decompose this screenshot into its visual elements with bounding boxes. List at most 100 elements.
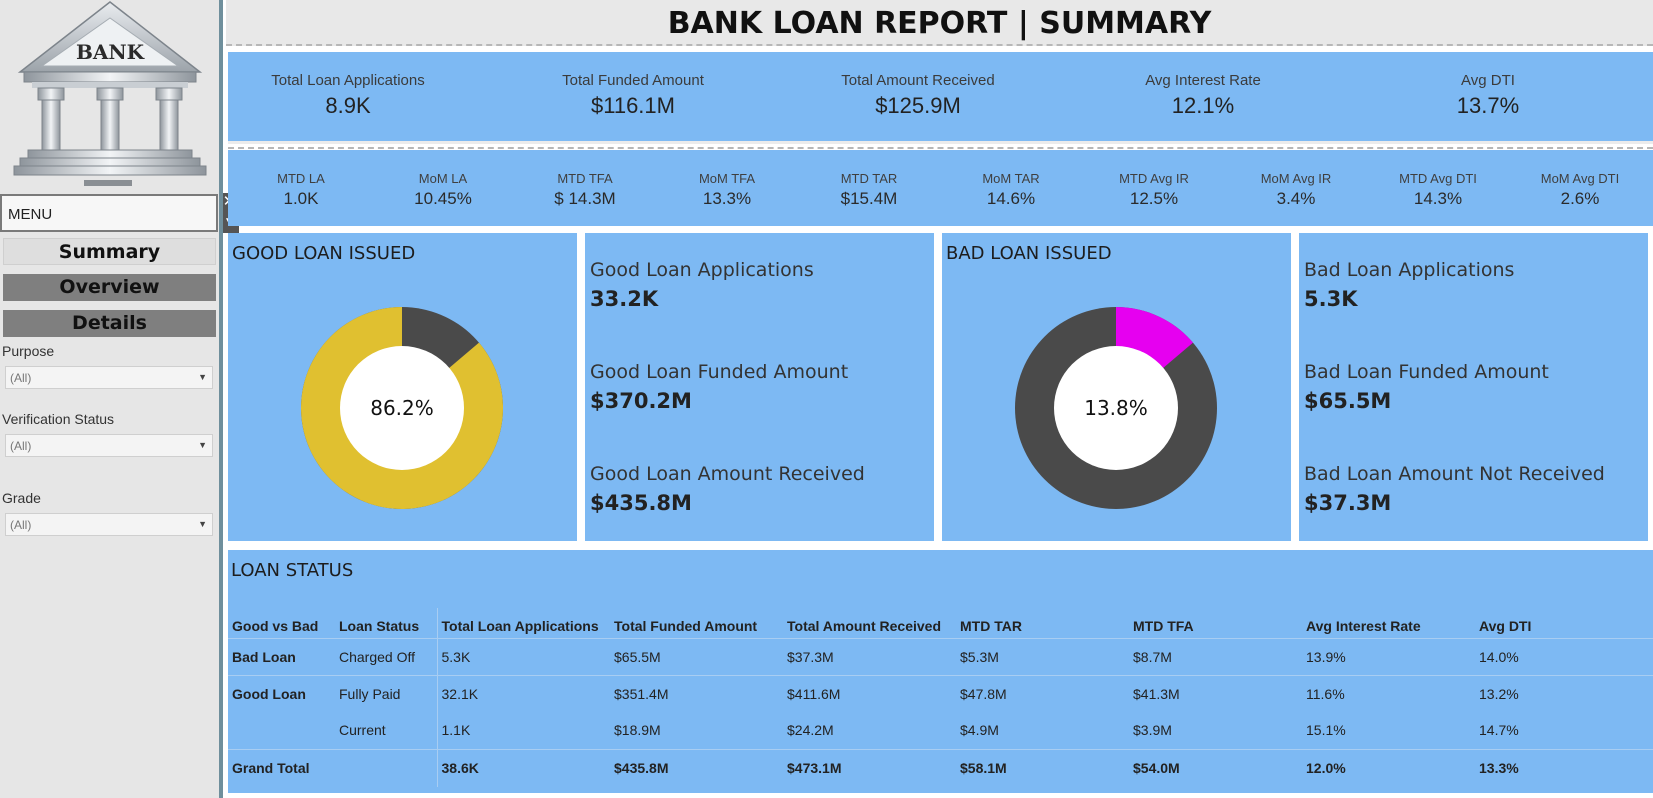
donut-percent-label: 13.8% xyxy=(1084,396,1148,420)
kpi-total-loan-applications: Total Loan Applications 8.9K xyxy=(228,72,468,119)
bank-logo-text: BANK xyxy=(75,40,145,64)
filter-verification-value: (All) xyxy=(10,439,32,453)
table-cell: 14.0% xyxy=(1475,637,1653,675)
dropdown-arrow-icon: ▼ xyxy=(198,440,207,450)
stat-label: Good Loan Amount Received xyxy=(590,463,865,485)
kpi-value: 8.9K xyxy=(325,93,371,118)
mom-avg-dti: MoM Avg DTI 2.6% xyxy=(1515,171,1645,209)
table-cell: Bad Loan xyxy=(228,637,335,675)
mtd-avg-ir: MTD Avg IR 12.5% xyxy=(1089,171,1219,209)
filter-verification-select[interactable]: (All) ▼ xyxy=(5,434,213,457)
column-header[interactable]: Total Loan Applications xyxy=(441,617,599,634)
stat-value: 5.3K xyxy=(1304,287,1358,311)
loan-status-table: Good vs Bad Loan Status Total Loan Appli… xyxy=(228,608,1653,787)
nav-summary-button[interactable]: Summary xyxy=(3,238,216,265)
mtd-label: MoM Avg IR xyxy=(1260,171,1332,186)
table-cell: $351.4M xyxy=(610,674,783,712)
table-cell: 13.3% xyxy=(1475,748,1653,787)
table-cell: $58.1M xyxy=(956,748,1129,787)
mtd-row: MTD LA 1.0K MoM LA 10.45% MTD TFA $ 14.3… xyxy=(228,150,1653,226)
stat-value: $65.5M xyxy=(1304,389,1392,413)
dropdown-arrow-icon: ▼ xyxy=(198,519,207,529)
table-cell xyxy=(228,712,335,749)
stat-value: 33.2K xyxy=(590,287,659,311)
table-row[interactable]: Current 1.1K $18.9M $24.2M $4.9M $3.9M 1… xyxy=(228,712,1653,749)
dropdown-arrow-icon: ▼ xyxy=(198,372,207,382)
mtd-la: MTD LA 1.0K xyxy=(236,171,366,209)
bad-loan-stats-panel: Bad Loan Applications 5.3K Bad Loan Fund… xyxy=(1299,233,1648,541)
mtd-label: MoM TFA xyxy=(698,171,756,186)
stat-label: Good Loan Applications xyxy=(590,259,814,281)
table-row[interactable]: Good Loan Fully Paid 32.1K $351.4M $411.… xyxy=(228,674,1653,712)
column-header[interactable]: Total Amount Received xyxy=(787,617,942,634)
table-cell: 13.2% xyxy=(1475,674,1653,712)
mtd-label: MoM LA xyxy=(418,171,468,186)
mtd-value: $15.4M xyxy=(840,189,898,208)
nav-details-button[interactable]: Details xyxy=(3,310,216,337)
table-cell: 1.1K xyxy=(441,722,471,739)
bad-loan-chart-panel: BAD LOAN ISSUED 13.8% xyxy=(942,233,1291,541)
column-header[interactable]: MTD TAR xyxy=(960,617,1022,634)
filter-purpose-select[interactable]: (All) ▼ xyxy=(5,366,213,389)
mom-avg-ir: MoM Avg IR 3.4% xyxy=(1231,171,1361,209)
table-cell: Fully Paid xyxy=(335,674,438,712)
table-cell: 12.0% xyxy=(1302,748,1475,787)
stat-label: Good Loan Funded Amount xyxy=(590,361,849,383)
filter-purpose-label: Purpose xyxy=(2,343,55,359)
good-loan-chart-panel: GOOD LOAN ISSUED 86.2% xyxy=(228,233,577,541)
filter-grade-value: (All) xyxy=(10,518,32,532)
bad-loan-title: BAD LOAN ISSUED xyxy=(946,243,1112,264)
stat-label: Bad Loan Applications xyxy=(1304,259,1515,281)
mtd-avg-dti: MTD Avg DTI 14.3% xyxy=(1373,171,1503,209)
menu-input[interactable]: MENU xyxy=(0,194,218,232)
column-header[interactable]: MTD TFA xyxy=(1133,617,1194,634)
table-header-row: Good vs Bad Loan Status Total Loan Appli… xyxy=(228,608,1653,638)
kpi-label: Total Amount Received xyxy=(841,72,995,89)
stat-value: $37.3M xyxy=(1304,491,1392,515)
mtd-value: 12.5% xyxy=(1129,189,1179,208)
column-header[interactable]: Loan Status xyxy=(335,608,438,638)
donut-hole xyxy=(340,346,464,470)
column-header[interactable]: Total Funded Amount xyxy=(614,617,758,634)
bad-loan-applications-stat: Bad Loan Applications 5.3K xyxy=(1304,259,1514,311)
sidebar: BANK MENU ✕ ▼ Summary Overview Details P… xyxy=(0,0,239,798)
column-header[interactable]: Good vs Bad xyxy=(232,617,319,634)
stat-value: $370.2M xyxy=(590,389,692,413)
stat-label: Bad Loan Amount Not Received xyxy=(1304,463,1605,485)
table-cell: $18.9M xyxy=(614,722,661,739)
kpi-avg-interest-rate: Avg Interest Rate 12.1% xyxy=(1083,72,1323,119)
stat-label: Bad Loan Funded Amount xyxy=(1304,361,1549,383)
donut-hole xyxy=(1054,346,1178,470)
mtd-label: MTD Avg IR xyxy=(1119,171,1189,186)
good-loan-donut-chart[interactable]: 86.2% xyxy=(298,304,506,512)
table-cell: $47.8M xyxy=(956,674,1129,712)
mtd-label: MTD Avg DTI xyxy=(1399,171,1477,186)
kpi-avg-dti: Avg DTI 13.7% xyxy=(1368,72,1608,119)
bank-logo-icon xyxy=(13,1,207,186)
kpi-value: 13.7% xyxy=(1456,93,1520,118)
table-total-row[interactable]: Grand Total 38.6K $435.8M $473.1M $58.1M… xyxy=(228,748,1653,787)
filter-verification-label: Verification Status xyxy=(2,411,115,427)
mtd-value: 14.3% xyxy=(1413,189,1463,208)
kpi-label: Avg Interest Rate xyxy=(1145,72,1261,89)
column-header[interactable]: Avg DTI xyxy=(1479,617,1532,634)
good-loan-title: GOOD LOAN ISSUED xyxy=(232,243,416,264)
column-header[interactable]: Avg Interest Rate xyxy=(1306,617,1421,634)
mtd-label: MTD TFA xyxy=(557,171,613,186)
table-cell: 32.1K xyxy=(437,674,610,712)
sidebar-divider xyxy=(219,0,223,798)
table-cell: $41.3M xyxy=(1129,674,1302,712)
kpi-value: $116.1M xyxy=(591,93,675,118)
table-cell: $37.3M xyxy=(783,637,956,675)
loan-status-title: LOAN STATUS xyxy=(231,560,354,581)
bad-loan-donut-chart[interactable]: 13.8% xyxy=(1012,304,1220,512)
page-title: BANK LOAN REPORT | SUMMARY xyxy=(226,0,1653,46)
loan-status-panel: LOAN STATUS Good vs Bad Loan Status Tota… xyxy=(228,550,1653,793)
bad-loan-funded-stat: Bad Loan Funded Amount $65.5M xyxy=(1304,361,1549,413)
table-row[interactable]: Bad Loan Charged Off 5.3K $65.5M $37.3M … xyxy=(228,637,1653,675)
table-cell: $435.8M xyxy=(610,748,783,787)
nav-overview-button[interactable]: Overview xyxy=(3,274,216,301)
good-loan-received-stat: Good Loan Amount Received $435.8M xyxy=(590,463,865,515)
filter-grade-select[interactable]: (All) ▼ xyxy=(5,513,213,536)
